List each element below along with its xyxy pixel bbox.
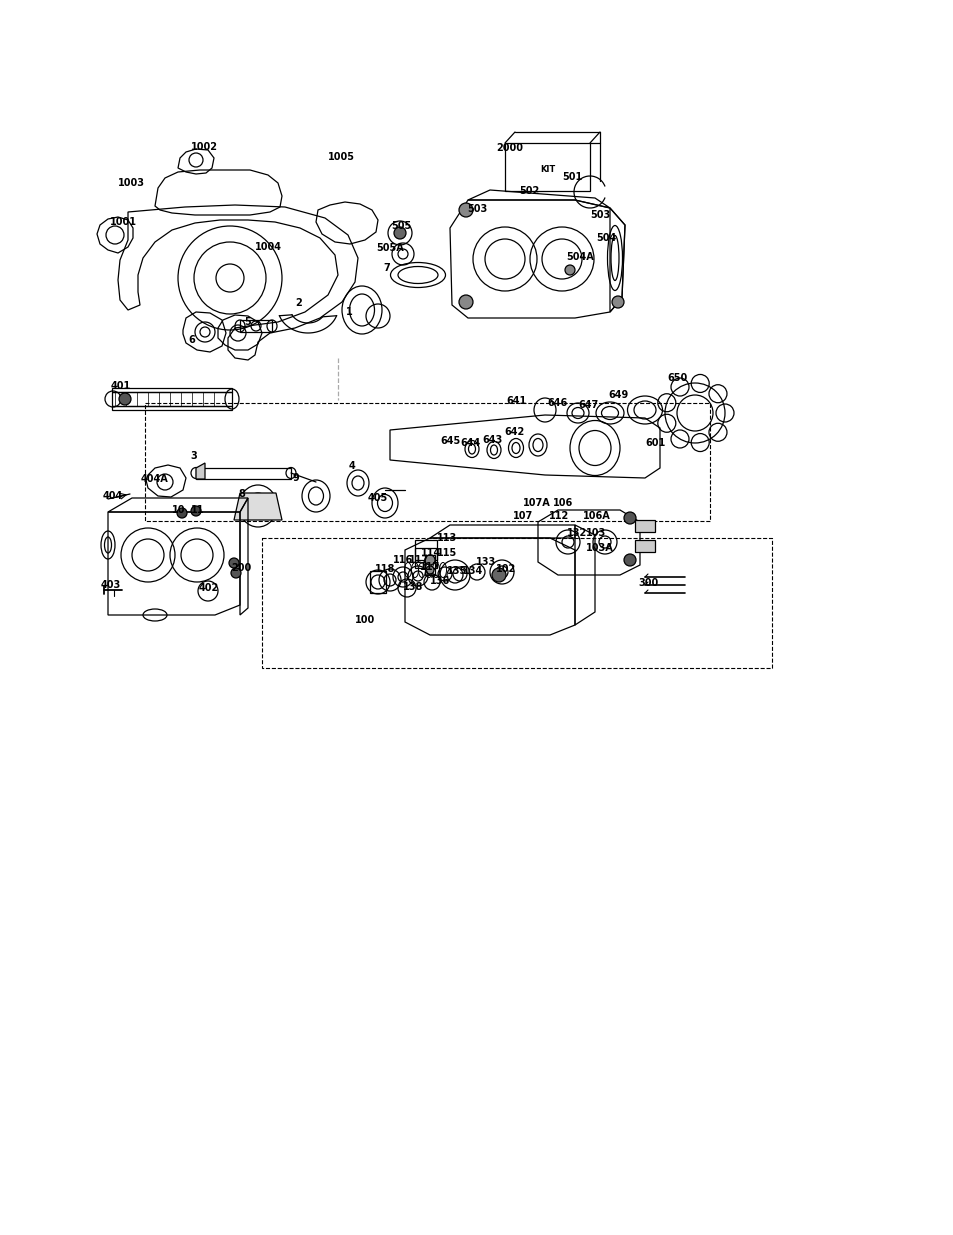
Text: 649: 649 <box>607 390 628 400</box>
Text: 1002: 1002 <box>191 142 218 152</box>
Text: 643: 643 <box>481 435 501 445</box>
Circle shape <box>229 558 239 568</box>
Text: 641: 641 <box>505 396 526 406</box>
Text: 103A: 103A <box>585 543 613 553</box>
Circle shape <box>612 296 623 308</box>
Circle shape <box>458 295 473 309</box>
Bar <box>370 571 386 593</box>
Circle shape <box>623 555 636 566</box>
Text: 404A: 404A <box>141 474 169 484</box>
Text: 106: 106 <box>553 498 573 508</box>
Polygon shape <box>233 493 282 520</box>
Circle shape <box>564 266 575 275</box>
Text: 117: 117 <box>409 555 429 564</box>
Text: 3: 3 <box>190 451 196 461</box>
Text: 402: 402 <box>199 583 219 593</box>
Text: 1005: 1005 <box>328 152 355 162</box>
Bar <box>145 403 709 521</box>
Text: 117: 117 <box>419 562 439 572</box>
Text: 300: 300 <box>638 578 658 588</box>
Text: 1003: 1003 <box>118 178 145 188</box>
Text: 100: 100 <box>355 615 375 625</box>
Text: 403: 403 <box>101 580 121 590</box>
Text: 502: 502 <box>518 186 538 196</box>
Text: 10: 10 <box>172 505 185 515</box>
Text: 11: 11 <box>191 505 204 515</box>
Text: 503: 503 <box>589 210 610 220</box>
Text: 2000: 2000 <box>496 143 522 153</box>
Circle shape <box>119 393 131 405</box>
Bar <box>415 540 436 568</box>
Text: 2: 2 <box>294 298 301 308</box>
Text: 9: 9 <box>293 473 299 483</box>
Text: 138: 138 <box>402 582 423 592</box>
Circle shape <box>394 227 406 240</box>
Text: 107A: 107A <box>522 498 550 508</box>
Text: 4: 4 <box>349 461 355 471</box>
Bar <box>112 388 232 391</box>
Text: 504A: 504A <box>565 252 593 262</box>
Text: 5: 5 <box>244 317 251 327</box>
Text: 645: 645 <box>439 436 459 446</box>
Text: KIT: KIT <box>539 165 555 174</box>
Circle shape <box>623 513 636 524</box>
Text: 7: 7 <box>382 263 390 273</box>
Circle shape <box>424 555 435 564</box>
Text: 118: 118 <box>375 564 395 574</box>
Text: 504: 504 <box>596 233 616 243</box>
Text: 1004: 1004 <box>254 242 282 252</box>
Bar <box>195 468 291 479</box>
Text: 116: 116 <box>393 555 413 564</box>
Text: 106A: 106A <box>582 511 610 521</box>
Text: 102: 102 <box>496 564 516 574</box>
Text: 647: 647 <box>578 400 598 410</box>
Text: 650: 650 <box>666 373 686 383</box>
Text: 134: 134 <box>462 566 483 576</box>
Text: 200: 200 <box>231 563 251 573</box>
Text: 501: 501 <box>561 172 581 182</box>
Text: 601: 601 <box>644 438 664 448</box>
Text: 112: 112 <box>548 511 569 521</box>
Circle shape <box>458 203 473 217</box>
Bar <box>635 520 655 532</box>
Text: 1: 1 <box>346 308 353 317</box>
Text: 133: 133 <box>476 557 496 567</box>
Circle shape <box>231 568 241 578</box>
Text: 114: 114 <box>420 548 441 558</box>
Text: 644: 644 <box>459 438 479 448</box>
Bar <box>112 391 232 406</box>
Text: 401: 401 <box>111 382 132 391</box>
Text: 642: 642 <box>503 427 524 437</box>
Bar <box>635 540 655 552</box>
Text: 505: 505 <box>391 221 411 231</box>
Circle shape <box>426 566 434 574</box>
Text: 113: 113 <box>436 534 456 543</box>
Bar <box>424 555 435 576</box>
Text: 503: 503 <box>467 204 487 214</box>
Text: 103: 103 <box>585 529 605 538</box>
Text: 115: 115 <box>436 548 456 558</box>
Polygon shape <box>195 463 205 479</box>
Text: 404: 404 <box>103 492 123 501</box>
Text: 135: 135 <box>447 566 467 576</box>
Circle shape <box>492 568 505 582</box>
Text: 1001: 1001 <box>110 217 137 227</box>
Text: 6: 6 <box>188 335 194 345</box>
Circle shape <box>177 508 187 517</box>
Text: 405: 405 <box>368 493 388 503</box>
Bar <box>240 320 272 332</box>
Bar <box>262 538 771 668</box>
Text: 136: 136 <box>430 576 450 585</box>
Text: 107: 107 <box>513 511 533 521</box>
Text: 505A: 505A <box>375 243 403 253</box>
Bar <box>504 143 589 191</box>
Circle shape <box>191 506 201 516</box>
Text: 132: 132 <box>566 529 587 538</box>
Text: 8: 8 <box>237 489 245 499</box>
Bar <box>112 406 232 410</box>
Bar <box>415 548 436 559</box>
Text: 646: 646 <box>546 398 567 408</box>
